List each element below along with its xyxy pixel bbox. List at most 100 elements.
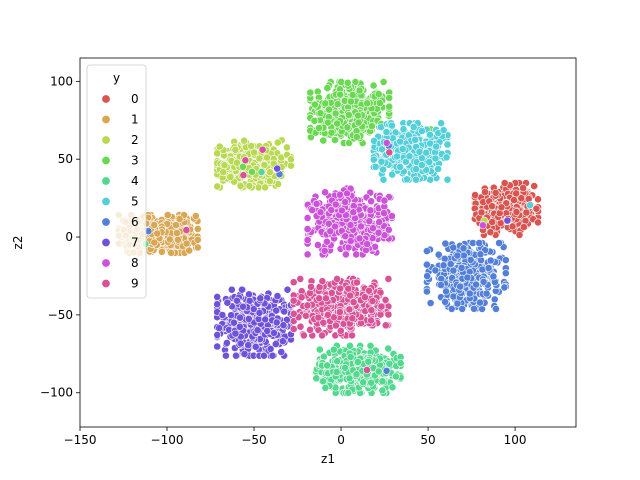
point-series-2: [247, 142, 256, 150]
point-series-3: [363, 99, 372, 108]
point-series-3: [333, 119, 342, 128]
point-series-8: [369, 224, 377, 233]
point-series-6: [463, 273, 472, 282]
point-series-9: [323, 310, 332, 319]
point-series-6: [482, 289, 491, 298]
legend-label-7: 7: [131, 236, 139, 250]
point-series-5: [396, 162, 404, 171]
point-series-7: [272, 306, 281, 315]
point-series-0: [488, 218, 497, 226]
point-series-4: [364, 357, 373, 366]
point-series-6: [476, 298, 484, 307]
point-series-3: [327, 128, 336, 137]
y-tick-label: 50: [58, 152, 73, 166]
point-series-2: [236, 181, 245, 190]
legend-marker-2: [101, 135, 111, 145]
point-series-3: [354, 111, 362, 120]
point-series-9: [381, 321, 390, 330]
point-series-1: [185, 246, 194, 255]
point-series-6: [441, 297, 449, 306]
point-series-7: [256, 294, 265, 303]
point-series-4: [378, 377, 387, 386]
point-series-9: [241, 156, 250, 165]
y-axis: −100 −50 0 50 100: [40, 74, 80, 400]
point-series-8: [384, 225, 393, 234]
point-series-3: [375, 99, 384, 107]
point-series-9: [344, 284, 353, 293]
point-series-5: [434, 164, 442, 173]
point-series-5: [382, 128, 391, 136]
point-series-7: [213, 330, 222, 339]
point-series-0: [522, 208, 531, 217]
point-series-7: [227, 311, 235, 320]
point-series-6: [459, 244, 468, 253]
point-series-6: [475, 239, 484, 247]
point-series-6: [495, 239, 503, 247]
point-series-3: [238, 162, 247, 171]
point-series-7: [213, 300, 222, 309]
point-series-7: [239, 302, 247, 311]
point-series-3: [315, 124, 323, 132]
point-series-6: [501, 256, 510, 264]
point-series-9: [352, 278, 361, 287]
point-series-5: [379, 165, 387, 174]
point-series-0: [500, 179, 509, 187]
legend: y 0 1 2 3 4 5 6 7 8 9: [86, 64, 147, 299]
point-series-3: [316, 109, 325, 118]
point-series-9: [335, 308, 344, 316]
point-series-6: [436, 281, 445, 289]
legend-title: y: [113, 71, 120, 85]
point-series-7: [231, 329, 240, 338]
point-series-4: [329, 345, 338, 354]
point-series-2: [219, 168, 228, 177]
point-series-1: [153, 229, 162, 238]
point-series-2: [226, 173, 235, 181]
point-series-8: [321, 188, 329, 197]
point-series-5: [425, 158, 434, 166]
point-series-9: [327, 288, 336, 297]
point-series-5: [388, 170, 397, 179]
point-series-7: [283, 285, 292, 294]
x-axis-label: z1: [321, 452, 335, 466]
legend-label-1: 1: [131, 113, 139, 127]
point-series-8: [352, 250, 361, 259]
point-series-6: [441, 239, 450, 248]
point-series-3: [331, 109, 340, 118]
point-series-4: [359, 378, 368, 387]
point-series-8: [322, 237, 331, 246]
point-series-8: [336, 190, 344, 199]
point-series-1: [163, 211, 172, 219]
point-series-8: [380, 196, 389, 205]
legend-marker-3: [101, 156, 111, 166]
point-series-3: [354, 118, 363, 127]
point-series-6: [470, 304, 478, 313]
point-series-8: [355, 234, 364, 243]
point-series-7: [273, 164, 282, 173]
point-series-5: [409, 123, 418, 131]
point-series-1: [182, 239, 191, 248]
point-series-7: [245, 296, 254, 305]
point-series-4: [333, 357, 342, 366]
point-series-9: [360, 293, 369, 302]
point-series-0: [471, 191, 479, 199]
point-series-5: [412, 175, 420, 184]
point-series-3: [351, 78, 360, 86]
point-series-1: [175, 215, 184, 223]
point-series-7: [213, 292, 222, 301]
point-series-8: [326, 227, 335, 236]
legend-label-6: 6: [131, 215, 139, 229]
legend-marker-8: [101, 258, 111, 268]
point-series-9: [306, 325, 314, 334]
point-series-8: [343, 189, 351, 198]
point-series-2: [273, 138, 282, 147]
x-tick-label: −150: [64, 433, 97, 447]
point-series-1: [157, 247, 166, 256]
point-series-9: [289, 325, 298, 333]
point-series-4: [388, 383, 397, 392]
point-series-8: [382, 138, 391, 147]
point-series-2: [245, 181, 254, 190]
point-series-3: [325, 105, 333, 114]
point-series-9: [307, 282, 315, 291]
point-series-8: [341, 232, 350, 241]
